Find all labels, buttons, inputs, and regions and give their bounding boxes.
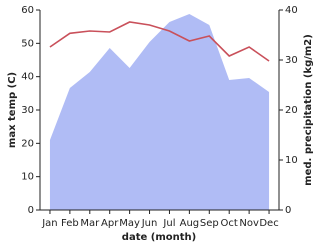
y-tick-label: 50 xyxy=(21,38,34,49)
precipitation-area xyxy=(49,14,270,210)
y2-tick-label: 10 xyxy=(285,155,298,166)
y2-tick-label: 20 xyxy=(285,105,298,116)
y-tick-label: 40 xyxy=(21,72,34,83)
y2-tick-label: 40 xyxy=(285,5,298,16)
x-tick-label: Apr xyxy=(101,218,119,229)
y-tick-label: 20 xyxy=(21,138,34,149)
x-tick-label: May xyxy=(119,218,140,229)
x-tick-label: Dec xyxy=(259,218,278,229)
x-axis-label: date (month) xyxy=(122,232,196,243)
x-tick-label: Nov xyxy=(239,218,259,229)
y-axis-label: max temp (C) xyxy=(7,72,18,148)
y-tick-label: 0 xyxy=(28,205,34,216)
temp-line xyxy=(49,21,270,62)
x-tick-label: Jun xyxy=(141,218,158,229)
y2-tick-label: 30 xyxy=(285,55,298,66)
y-tick-label: 60 xyxy=(21,5,34,16)
y2-axis-label: med. precipitation (kg/m2) xyxy=(303,34,314,186)
x-tick-label: Aug xyxy=(180,218,200,229)
y2-tick-label: 0 xyxy=(285,205,291,216)
x-tick-label: Oct xyxy=(221,218,238,229)
x-tick-label: Sep xyxy=(200,218,219,229)
x-tick-label: Mar xyxy=(80,218,100,229)
x-tick-label: Jan xyxy=(41,218,57,229)
y-tick-label: 10 xyxy=(21,172,34,183)
x-tick-label: Feb xyxy=(61,218,79,229)
y-tick-label: 30 xyxy=(21,105,34,116)
x-tick-label: Jul xyxy=(162,218,175,229)
